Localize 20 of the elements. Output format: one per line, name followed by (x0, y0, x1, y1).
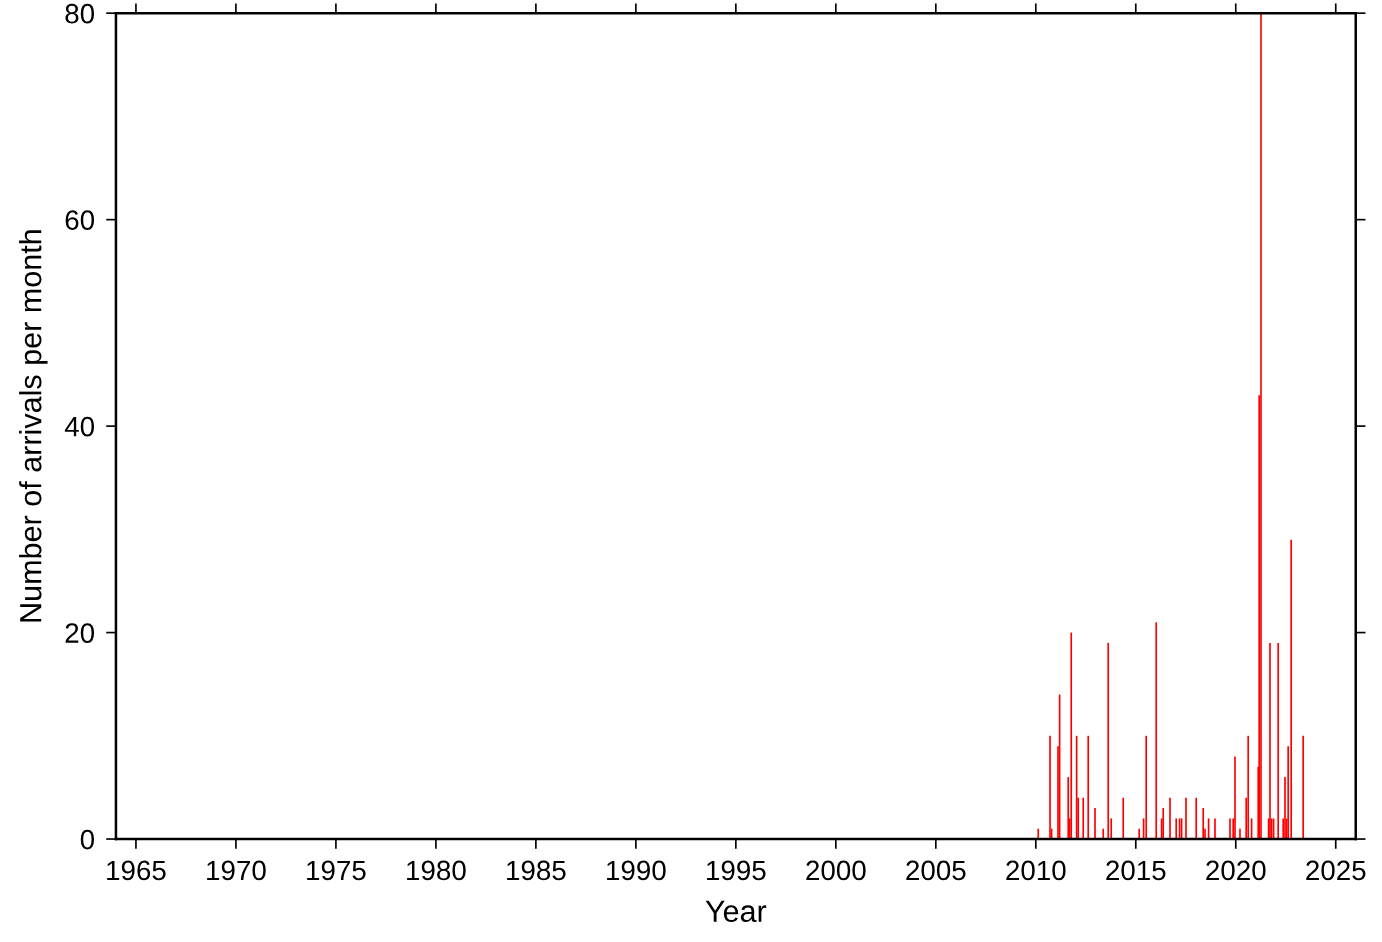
x-tick-label: 2015 (1106, 860, 1166, 881)
x-tick-label: 1980 (407, 860, 466, 881)
x-tick-label: 2000 (806, 860, 866, 881)
y-tick-label: 20 (65, 623, 95, 643)
y-tick-label: 60 (65, 210, 95, 230)
x-tick-label: 2025 (1306, 860, 1366, 881)
x-tick-label: 1970 (207, 860, 266, 881)
x-tick-label: 2010 (1006, 860, 1066, 881)
x-tick-label: 1965 (107, 860, 166, 881)
x-tick-label: 2005 (906, 860, 966, 881)
y-axis-title: Number of arrivals per month (19, 230, 48, 622)
x-tick-label: 1995 (707, 860, 766, 881)
y-tick-label: 0 (80, 829, 95, 850)
x-tick-label: 2020 (1206, 860, 1266, 881)
x-tick-label: 1985 (507, 860, 566, 881)
y-tick-label: 80 (65, 3, 95, 24)
x-tick-label: 1975 (307, 860, 366, 881)
x-tick-label: 1990 (607, 860, 666, 881)
x-axis-title: Year (705, 900, 767, 923)
y-tick-label: 40 (64, 416, 95, 437)
